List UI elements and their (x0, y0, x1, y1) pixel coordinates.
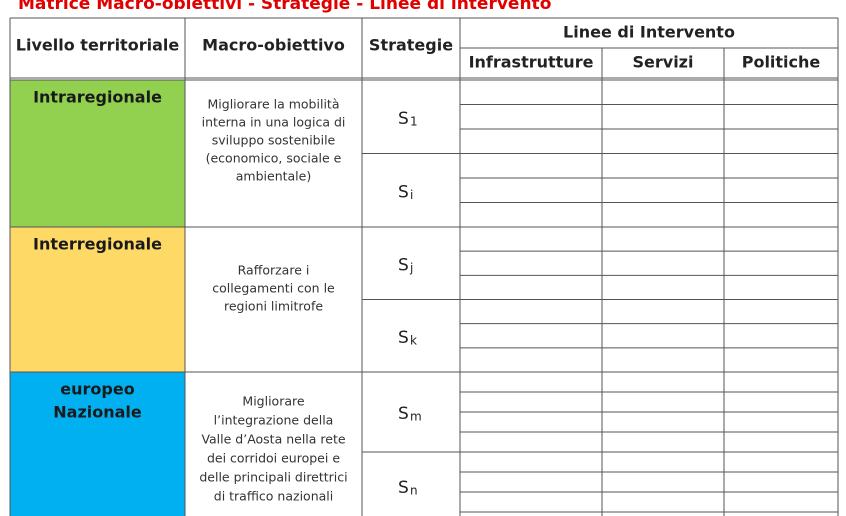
macro-text: regioni limitrofe (224, 299, 323, 314)
macro-text: di traffico nazionali (214, 489, 333, 504)
header: Servizi (633, 53, 694, 72)
macro-text: delle principali direttrici (199, 470, 347, 485)
title: Matrice Macro-obiettivi - Strategie - Li… (18, 0, 551, 14)
level-cell (10, 227, 185, 372)
macro-text: Migliorare la mobilità (208, 97, 340, 112)
macro-text: collegamenti con le (212, 281, 335, 296)
level-label: Intraregionale (33, 88, 162, 107)
strategy-sub: k (410, 333, 417, 347)
macro-text: ambientale) (236, 169, 311, 184)
header: Politiche (742, 53, 821, 72)
strategy-base: S (398, 182, 409, 202)
strategy-base: S (398, 328, 409, 348)
macro-text: (economico, sociale e (206, 151, 342, 166)
strategy-base: S (398, 404, 409, 424)
strategy-sub: 1 (410, 114, 418, 128)
macro-text: dei corridoi europei e (207, 451, 340, 466)
header: Linee di Intervento (563, 23, 735, 42)
header: Infrastrutture (469, 53, 594, 72)
strategy-base: S (398, 109, 409, 129)
macro-text: Valle d’Aosta nella rete (201, 432, 345, 447)
macro-text: l’integrazione della (214, 413, 334, 428)
macro-text: sviluppo sostenibile (212, 133, 336, 148)
macro-text: Rafforzare i (238, 263, 310, 278)
header: Macro-obiettivo (202, 36, 345, 55)
strategy-sub: m (410, 410, 422, 424)
level-label: Nazionale (53, 403, 142, 422)
macro-text: Migliorare (242, 394, 304, 409)
level-cell (10, 80, 185, 227)
header: Livello territoriale (16, 36, 180, 55)
header: Strategie (369, 36, 453, 55)
strategy-base: S (398, 478, 409, 498)
level-label: Interregionale (33, 235, 162, 254)
macro-text: interna in una logica di (202, 115, 346, 130)
level-label: europeo (60, 380, 134, 399)
strategy-sub: n (410, 484, 418, 498)
level-cell (10, 372, 185, 516)
strategy-sub: i (410, 188, 413, 202)
strategy-sub: j (409, 261, 413, 275)
strategy-base: S (398, 255, 409, 275)
